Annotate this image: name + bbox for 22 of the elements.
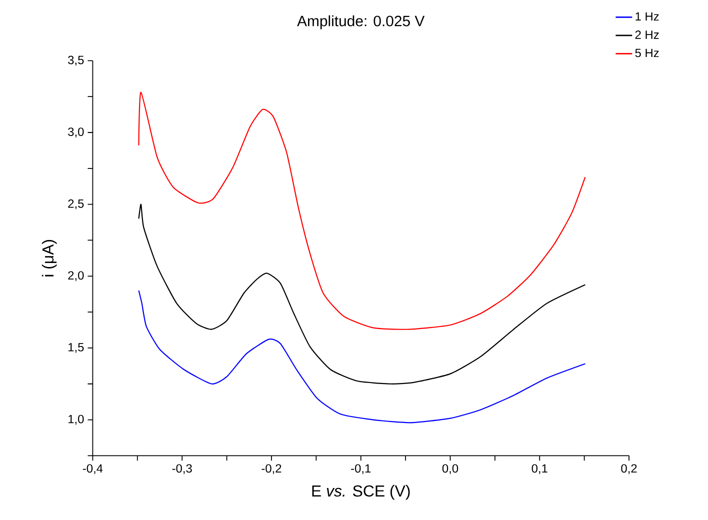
- chart-title: Amplitude: 0.025 V: [297, 15, 425, 30]
- x-tick-label: -0,2: [262, 464, 282, 474]
- legend-label: 2 Hz: [635, 30, 659, 39]
- x-axis-title: E vs. SCE (V): [312, 484, 410, 500]
- x-tick-label: 0,1: [532, 464, 548, 474]
- y-tick-label: 3,5: [68, 56, 84, 66]
- x-tick-label: 0,2: [621, 464, 637, 474]
- y-tick-label: 2,0: [68, 271, 84, 282]
- y-tick-label: 1,0: [68, 414, 84, 425]
- line-series: [138, 290, 586, 424]
- y-tick-label: 1,5: [68, 343, 84, 353]
- x-tick-label: -0,4: [82, 464, 103, 474]
- line-series: [138, 204, 586, 384]
- x-tick-label: 0,0: [442, 464, 458, 474]
- line-series: [138, 92, 586, 330]
- x-tick-label: -0,1: [351, 464, 371, 474]
- y-axis-title: i (μA): [42, 240, 57, 276]
- x-tick-label: -0,3: [172, 464, 192, 474]
- legend-label: 5 Hz: [635, 48, 659, 58]
- y-tick-label: 2,5: [68, 199, 84, 210]
- y-tick-label: 3,0: [68, 128, 84, 138]
- legend-label: 1 Hz: [636, 12, 659, 21]
